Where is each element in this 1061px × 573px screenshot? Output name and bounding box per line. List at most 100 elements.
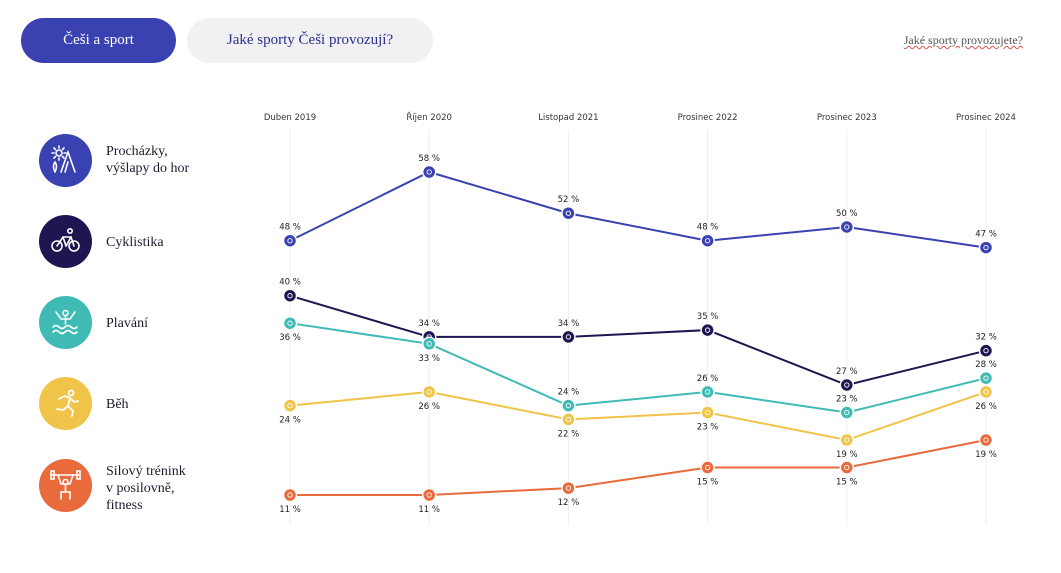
row-label-line: Plavání xyxy=(106,316,148,331)
data-point-glyph xyxy=(983,437,989,443)
data-label: 23 % xyxy=(836,395,858,405)
survey-link[interactable]: Jaké sporty provozujete? xyxy=(903,33,1023,47)
data-point-glyph xyxy=(844,437,850,443)
data-label: 11 % xyxy=(418,505,440,515)
x-tick-label: Prosinec 2023 xyxy=(817,113,877,123)
data-label: 34 % xyxy=(558,319,580,329)
series-line xyxy=(289,294,987,387)
data-point-glyph xyxy=(844,224,850,230)
x-tick-label: Prosinec 2024 xyxy=(956,113,1016,123)
data-label: 15 % xyxy=(836,478,858,488)
hiking-mountain-icon xyxy=(39,134,92,187)
data-point-glyph xyxy=(287,293,293,299)
row-label-cycling: Cyklistika xyxy=(106,234,164,251)
x-tick-label: Duben 2019 xyxy=(264,113,316,123)
data-point xyxy=(978,432,994,448)
data-label: 32 % xyxy=(975,333,997,343)
data-point-glyph xyxy=(844,409,850,416)
row-label-line: Silový trénink xyxy=(106,464,186,479)
data-point xyxy=(978,343,994,358)
row-label-strength: Silový trénink v posilovně, fitness xyxy=(106,463,186,514)
row-label-line: Procházky, xyxy=(106,144,168,159)
data-label: 19 % xyxy=(975,450,997,460)
series-line xyxy=(289,170,987,249)
runner-icon xyxy=(39,377,92,430)
data-point xyxy=(978,370,994,386)
data-point xyxy=(421,336,437,352)
data-point xyxy=(978,240,994,255)
x-tick-label: Prosinec 2022 xyxy=(678,113,738,123)
data-point xyxy=(839,405,855,420)
data-point-glyph xyxy=(983,244,989,251)
data-point xyxy=(978,384,994,400)
series-line xyxy=(290,439,987,496)
data-point-glyph xyxy=(426,341,432,347)
data-label: 26 % xyxy=(697,374,719,384)
data-point-glyph xyxy=(287,238,293,244)
data-point xyxy=(839,432,855,448)
data-point xyxy=(700,384,715,400)
data-point xyxy=(839,219,855,235)
data-label: 23 % xyxy=(697,423,719,433)
data-point xyxy=(282,315,298,331)
data-point xyxy=(421,487,437,503)
data-label: 50 % xyxy=(836,209,858,219)
row-label-swimming: Plavání xyxy=(106,315,148,332)
data-point-glyph xyxy=(565,416,572,423)
data-point xyxy=(421,164,437,180)
data-label: 19 % xyxy=(836,450,858,460)
swimmer-icon xyxy=(39,296,92,349)
data-label: 35 % xyxy=(697,312,719,322)
tab-cesi-a-sport[interactable]: Češi a sport xyxy=(21,18,176,63)
weightlifting-icon xyxy=(39,459,92,512)
data-point xyxy=(282,398,298,413)
data-point-glyph xyxy=(983,375,989,381)
data-point xyxy=(282,487,298,503)
data-point xyxy=(282,233,298,248)
row-label-line: fitness xyxy=(106,498,143,513)
data-label: 11 % xyxy=(279,505,301,515)
data-label: 26 % xyxy=(418,402,440,412)
data-point-glyph xyxy=(426,492,432,498)
x-tick-label: Listopad 2021 xyxy=(538,113,598,123)
tab-jake-sporty[interactable]: Jaké sporty Češi provozují? xyxy=(187,18,433,63)
data-point-glyph xyxy=(565,210,572,216)
data-label: 40 % xyxy=(279,278,301,288)
data-label: 24 % xyxy=(558,388,580,398)
data-point-glyph xyxy=(844,464,850,471)
data-point-glyph xyxy=(565,403,572,409)
data-point xyxy=(839,377,855,393)
data-label: 47 % xyxy=(975,230,997,240)
data-point xyxy=(700,405,715,420)
data-point-glyph xyxy=(844,382,850,388)
data-point xyxy=(561,398,576,413)
data-point xyxy=(561,480,576,496)
data-point-glyph xyxy=(983,348,989,354)
data-point xyxy=(700,322,715,338)
data-point xyxy=(282,288,298,303)
series-line xyxy=(289,322,987,414)
data-point-glyph xyxy=(287,403,293,409)
data-point xyxy=(561,412,576,427)
row-label-line: Běh xyxy=(106,397,129,412)
data-label: 22 % xyxy=(558,429,580,439)
data-label: 48 % xyxy=(697,223,719,233)
data-point xyxy=(421,384,437,400)
row-label-running: Běh xyxy=(106,396,129,413)
bicycle-icon xyxy=(39,215,92,268)
row-label-line: výšlapy do hor xyxy=(106,161,190,176)
data-label: 27 % xyxy=(836,367,858,377)
row-label-line: v posilovně, xyxy=(106,481,175,496)
data-point-glyph xyxy=(704,238,711,244)
x-tick-label: Říjen 2020 xyxy=(406,112,452,123)
data-label: 24 % xyxy=(279,416,301,426)
data-label: 34 % xyxy=(418,319,440,329)
data-point-glyph xyxy=(565,334,572,340)
data-point-glyph xyxy=(704,409,711,416)
data-label: 26 % xyxy=(975,402,997,412)
data-point xyxy=(839,460,855,475)
data-point-glyph xyxy=(704,327,711,333)
data-point xyxy=(561,205,576,221)
data-point xyxy=(561,329,576,345)
